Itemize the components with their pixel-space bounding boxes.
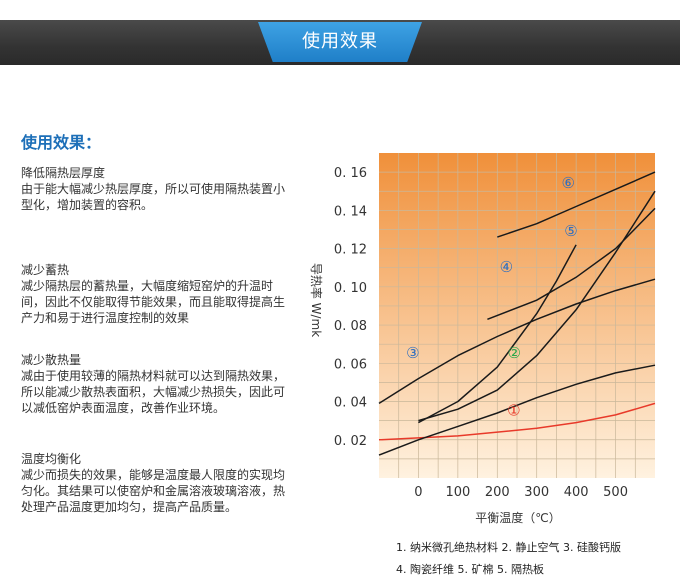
series-line (497, 171, 656, 238)
effect-block: 降低隔热层厚度 由于能大幅减少热层厚度，所以可使用隔热装置小型化，增加装置的容积… (21, 165, 286, 213)
y-axis-label: 导热率 W/mk (309, 263, 324, 337)
y-tick-label: 0. 06 (334, 357, 367, 372)
series-markers: ⑥ ⑤ ④ ③ ② ① (406, 174, 578, 419)
curves (378, 171, 656, 456)
series-line (378, 364, 656, 456)
x-tick-label: 400 (564, 485, 589, 500)
series-line (418, 244, 577, 424)
series-marker-label: ⑥ (562, 174, 575, 192)
series-marker-label: ② (508, 344, 521, 362)
effect-heading: 减少蓄热 (21, 263, 70, 277)
x-tick-label: 200 (485, 485, 510, 500)
section-title: 使用效果： (21, 133, 102, 152)
effect-text: 减少隔热层的蓄热量，大幅度缩短窑炉的升温时间，因此不仅能取得节能效果，而且能取得… (21, 279, 286, 325)
effect-text: 减由于使用较薄的隔热材料就可以达到隔热效果，所以能减少散热表面积，大幅减少热损失… (21, 369, 286, 415)
effect-heading: 温度均衡化 (21, 452, 82, 466)
series-marker-label: ③ (406, 344, 419, 362)
x-axis-label: 平衡温度（℃） (475, 510, 560, 525)
effect-heading: 减少散热量 (21, 353, 82, 367)
series-line (378, 278, 656, 405)
effect-block: 温度均衡化 减少而损失的效果，能够是温度最人限度的实现均匀化。其结果可以使窑炉和… (21, 451, 286, 515)
effect-heading: 降低隔热层厚度 (21, 166, 106, 180)
effect-block: 减少蓄热 减少隔热层的蓄热量，大幅度缩短窑炉的升温时间，因此不仅能取得节能效果，… (21, 262, 286, 326)
x-tick-label: 100 (445, 485, 470, 500)
legend-row: 4. 陶瓷纤维 5. 矿棉 5. 隔热板 (396, 563, 544, 576)
y-axis-ticks: 0. 02 0. 04 0. 06 0. 08 0. 10 0. 12 0. 14 0. 16 (334, 166, 367, 449)
y-tick-label: 0. 12 (334, 243, 367, 258)
y-tick-label: 0. 14 (334, 204, 367, 219)
grid (379, 153, 655, 478)
banner-title: 使用效果 (302, 31, 378, 52)
legend-row: 1. 纳米微孔绝热材料 2. 静止空气 3. 硅酸钙版 (396, 541, 621, 554)
banner-tab (258, 22, 422, 62)
effect-block: 减少散热量 减由于使用较薄的隔热材料就可以达到隔热效果，所以能减少散热表面积，大… (21, 352, 286, 416)
x-tick-label: 300 (524, 485, 549, 500)
y-tick-label: 0. 16 (334, 166, 367, 181)
y-tick-label: 0. 04 (334, 396, 367, 411)
series-marker-label: ① (507, 402, 520, 420)
y-tick-label: 0. 10 (334, 281, 367, 296)
x-tick-label: 500 (603, 485, 628, 500)
x-axis-ticks: 0 100 200 300 400 500 (414, 485, 628, 500)
effect-text: 减少而损失的效果，能够是温度最人限度的实现均匀化。其结果可以使窑炉和金属溶液玻璃… (21, 468, 286, 514)
y-tick-label: 0. 08 (334, 319, 367, 334)
effect-text: 由于能大幅减少热层厚度，所以可使用隔热装置小型化，增加装置的容积。 (21, 182, 286, 212)
y-tick-label: 0. 02 (334, 434, 367, 449)
series-marker-label: ④ (500, 258, 513, 276)
series-line (418, 190, 656, 422)
series-line (487, 207, 656, 320)
x-tick-label: 0 (414, 485, 422, 500)
series-marker-label: ⑤ (564, 222, 577, 240)
